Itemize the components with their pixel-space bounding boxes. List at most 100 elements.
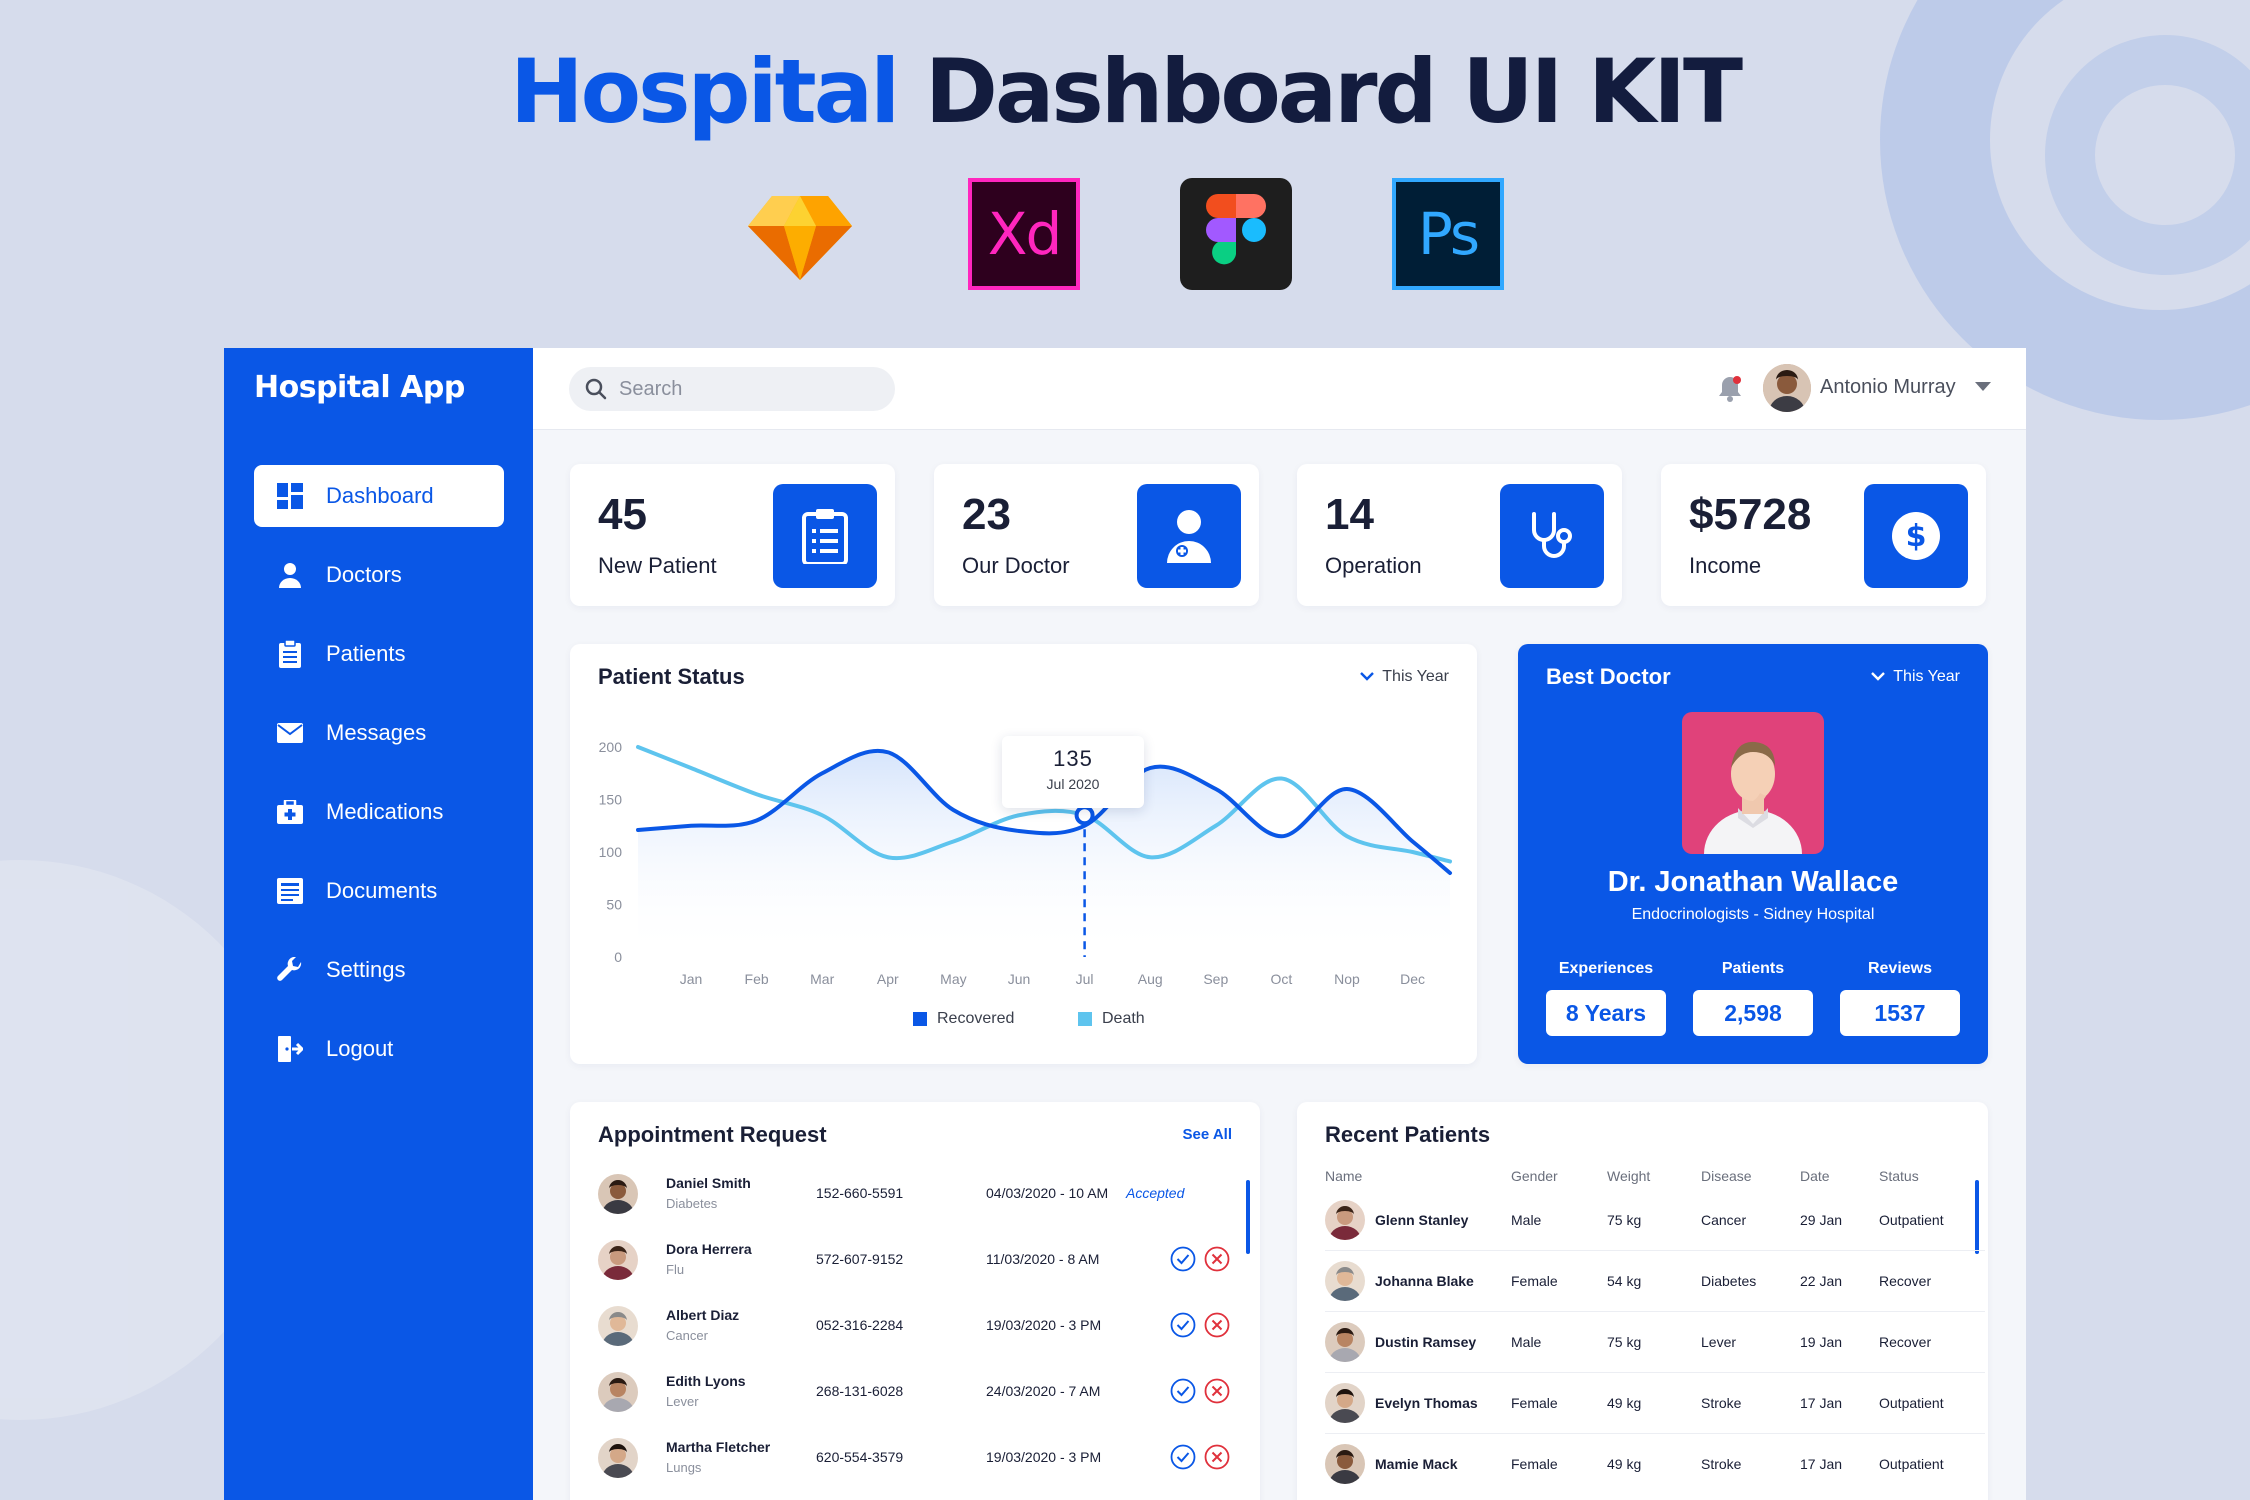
patient-gender: Female [1511, 1456, 1558, 1472]
patient-name: Albert Diaz [666, 1307, 740, 1323]
accept-check-icon[interactable] [1170, 1312, 1196, 1338]
sidebar-item-label: Medications [326, 799, 444, 824]
notification-bell-icon[interactable] [1713, 372, 1747, 406]
table-row[interactable]: Mamie Mack Female 49 kg Stroke 17 Jan Ou… [1325, 1434, 1985, 1495]
recent-patients-card: Recent Patients Name Gender Weight Disea… [1297, 1102, 1988, 1500]
search-icon [585, 378, 607, 400]
stat-value: 14 [1325, 490, 1374, 539]
scrollbar[interactable] [1246, 1180, 1250, 1254]
doctor-photo [1682, 712, 1824, 854]
legend-item-death[interactable]: Death [1078, 1010, 1145, 1028]
patient-phone: 620-554-3579 [816, 1449, 904, 1465]
svg-text:$: $ [1906, 519, 1927, 554]
adobe-xd-icon: Xd [968, 178, 1080, 290]
search-input[interactable] [619, 377, 879, 401]
sidebar-item-messages[interactable]: Messages [254, 702, 504, 764]
series-line-death [636, 745, 1452, 864]
doctor-icon [1137, 484, 1241, 588]
x-tick-label: Jul [1076, 971, 1094, 987]
appointment-date: 24/03/2020 - 7 AM [986, 1383, 1101, 1399]
appointment-row[interactable]: Daniel Smith Diabetes 152-660-5591 04/03… [570, 1166, 1260, 1232]
stat-card-operation[interactable]: 14 Operation [1297, 464, 1622, 606]
accept-check-icon[interactable] [1170, 1444, 1196, 1470]
patient-disease: Stroke [1701, 1456, 1742, 1472]
y-tick-label: 150 [599, 792, 623, 808]
adobe-xd-label: Xd [987, 200, 1063, 268]
sidebar-item-logout[interactable]: Logout [254, 1018, 504, 1080]
sidebar-item-documents[interactable]: Documents [254, 860, 504, 922]
appointment-row[interactable]: Martha Fletcher Lungs 620-554-3579 19/03… [570, 1430, 1260, 1496]
table-row[interactable]: Glenn Stanley Male 75 kg Cancer 29 Jan O… [1325, 1190, 1985, 1251]
table-row[interactable]: Johanna Blake Female 54 kg Diabetes 22 J… [1325, 1251, 1985, 1312]
patient-disease: Stroke [1701, 1395, 1742, 1411]
legend-label: Death [1102, 1010, 1145, 1027]
sidebar-item-label: Doctors [326, 562, 402, 587]
table-row[interactable]: Dustin Ramsey Male 75 kg Lever 19 Jan Re… [1325, 1312, 1985, 1373]
patient-condition: Flu [666, 1262, 685, 1277]
patient-avatar [598, 1240, 638, 1280]
legend-swatch [913, 1012, 927, 1026]
accept-check-icon[interactable] [1170, 1378, 1196, 1404]
best-doctor-filter[interactable]: This Year [1871, 668, 1960, 686]
patient-status: Outpatient [1879, 1456, 1944, 1472]
patient-name: Evelyn Thomas [1375, 1395, 1478, 1411]
sidebar-item-medications[interactable]: Medications [254, 781, 504, 843]
clipboard-list-icon [773, 484, 877, 588]
chevron-down-icon[interactable] [1975, 382, 1991, 392]
patient-avatar [1325, 1261, 1365, 1301]
column-header-date: Date [1800, 1168, 1830, 1184]
best-doctor-card: Best Doctor This Year Dr. Jonathan Walla… [1518, 644, 1988, 1064]
user-avatar[interactable] [1763, 364, 1811, 412]
column-header-disease: Disease [1701, 1168, 1752, 1184]
sidebar-item-dashboard[interactable]: Dashboard [254, 465, 504, 527]
sidebar-item-patients[interactable]: Patients [254, 623, 504, 685]
accept-check-icon[interactable] [1170, 1246, 1196, 1272]
doctor-stat-label: Experiences [1558, 960, 1654, 977]
sidebar-item-label: Logout [326, 1036, 394, 1061]
patient-status-filter[interactable]: This Year [1360, 668, 1449, 686]
reject-x-icon[interactable] [1204, 1444, 1230, 1470]
patient-name: Glenn Stanley [1375, 1212, 1469, 1228]
x-tick-label: Feb [745, 971, 769, 987]
patient-avatar [598, 1174, 638, 1214]
patient-name: Edith Lyons [666, 1373, 746, 1389]
stat-card-income[interactable]: $5728 Income $ [1661, 464, 1986, 606]
table-row[interactable]: Evelyn Thomas Female 49 kg Stroke 17 Jan… [1325, 1373, 1985, 1434]
legend-item-recovered[interactable]: Recovered [913, 1010, 1014, 1028]
patient-gender: Male [1511, 1212, 1542, 1228]
patient-status: Outpatient [1879, 1212, 1944, 1228]
reject-x-icon[interactable] [1204, 1312, 1230, 1338]
x-tick-label: Nop [1334, 971, 1360, 987]
patient-avatar [1325, 1200, 1365, 1240]
patient-phone: 268-131-6028 [816, 1383, 904, 1399]
sidebar-item-settings[interactable]: Settings [254, 939, 504, 1001]
appointment-row[interactable]: Edith Lyons Lever 268-131-6028 24/03/202… [570, 1364, 1260, 1430]
sidebar-item-doctors[interactable]: Doctors [254, 544, 504, 606]
filter-label: This Year [1382, 668, 1449, 685]
patient-weight: 49 kg [1607, 1456, 1642, 1472]
grid-icon [276, 482, 304, 510]
stat-label: Income [1689, 553, 1762, 578]
see-all-link[interactable]: See All [1182, 1126, 1232, 1143]
patient-avatar [598, 1306, 638, 1346]
document-icon [276, 877, 304, 905]
sidebar-item-label: Settings [326, 957, 406, 982]
patient-gender: Male [1511, 1334, 1542, 1350]
doctor-stat-reviews: 1537 [1840, 990, 1960, 1036]
patient-condition: Cancer [666, 1328, 708, 1343]
appointment-row[interactable]: Dora Herrera Flu 572-607-9152 11/03/2020… [570, 1232, 1260, 1298]
appointment-status: Accepted [1126, 1185, 1185, 1201]
chevron-down-icon [1360, 672, 1375, 681]
scrollbar[interactable] [1975, 1180, 1979, 1254]
reject-x-icon[interactable] [1204, 1246, 1230, 1272]
user-name[interactable]: Antonio Murray [1820, 376, 1956, 398]
sidebar-item-label: Patients [326, 641, 406, 666]
tooltip-date: Jul 2020 [1046, 776, 1100, 792]
appointment-row[interactable]: Albert Diaz Cancer 052-316-2284 19/03/20… [570, 1298, 1260, 1364]
doctor-icon [276, 561, 304, 589]
reject-x-icon[interactable] [1204, 1378, 1230, 1404]
stat-card-our-doctor[interactable]: 23 Our Doctor [934, 464, 1259, 606]
stat-card-new-patient[interactable]: 45 New Patient [570, 464, 895, 606]
patient-date: 17 Jan [1800, 1395, 1843, 1411]
appointment-date: 19/03/2020 - 3 PM [986, 1449, 1102, 1465]
